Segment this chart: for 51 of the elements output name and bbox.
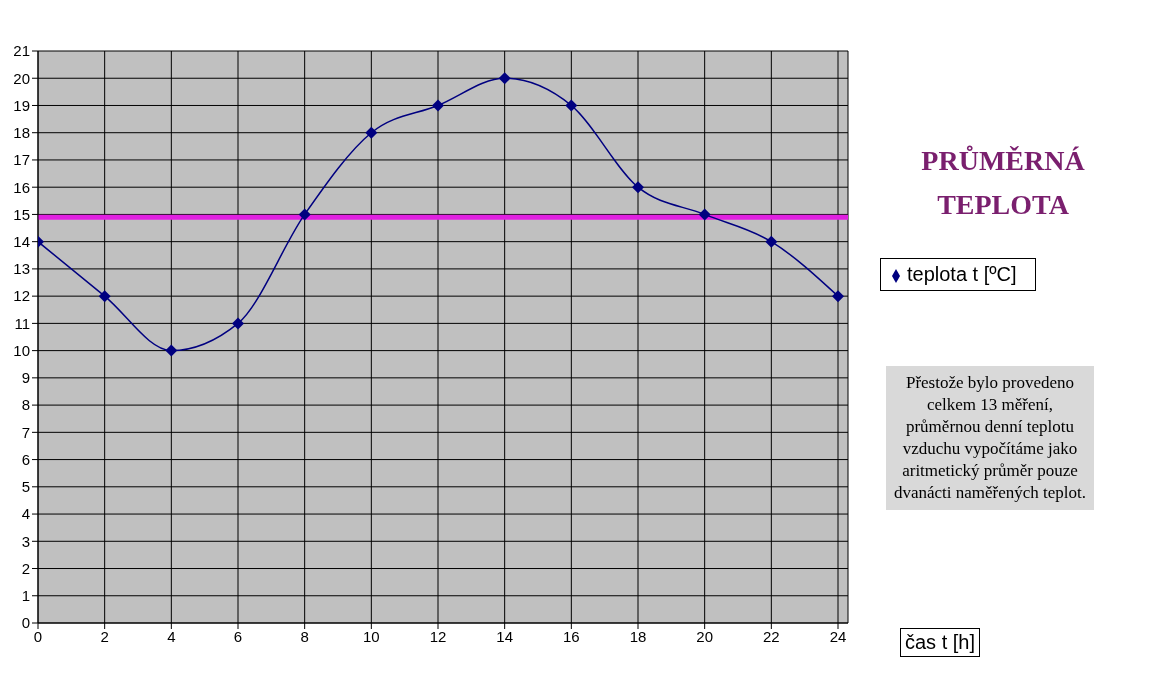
y-tick-label: 11 — [14, 314, 30, 332]
y-tick-label: 2 — [21, 559, 30, 577]
y-tick-label: 19 — [13, 96, 30, 114]
y-tick-label: 15 — [13, 205, 30, 223]
y-tick-label: 13 — [13, 260, 30, 278]
y-tick-label: 17 — [13, 151, 30, 169]
y-tick-label: 14 — [13, 232, 30, 250]
point — [298, 208, 311, 221]
point — [632, 181, 644, 194]
x-tick-label: 14 — [496, 627, 514, 645]
y-tick-label: 3 — [21, 532, 30, 550]
point — [498, 72, 511, 85]
point — [698, 208, 711, 221]
x-tick-label: 2 — [100, 627, 109, 645]
x-axis-title: čas t [h] — [900, 628, 981, 657]
x-tick-label: 16 — [562, 627, 580, 645]
y-tick-label: 5 — [21, 478, 30, 496]
point — [832, 290, 844, 303]
x-tick-label: 20 — [696, 627, 714, 645]
y-tick-label: 18 — [13, 124, 30, 142]
y-tick-label: 9 — [21, 369, 30, 387]
y-tick-label: 4 — [21, 505, 30, 523]
point — [98, 290, 111, 303]
legend-label: teplota t [ºC] — [907, 263, 1017, 285]
x-tick-label: 8 — [300, 627, 309, 645]
y-tick-label: 7 — [21, 423, 30, 441]
y-tick-label: 6 — [21, 450, 30, 468]
x-tick-label: 18 — [629, 627, 647, 645]
x-tick-label: 0 — [33, 627, 43, 645]
y-tick-label: 1 — [21, 587, 30, 605]
point — [565, 99, 578, 112]
text: Přestože bylo provedeno celkem 13 měření, průměrnou denní teplotu vzduchu vypočítáme jako aritmetický průměr pouze dvanácti naměřených teplot. — [886, 366, 1094, 510]
y-tick-label: 12 — [13, 287, 30, 305]
x-tick-label: 6 — [233, 627, 243, 645]
point — [765, 235, 778, 248]
point — [232, 317, 244, 330]
x-tick-label: 4 — [167, 627, 176, 645]
y-tick-label: 16 — [13, 178, 30, 196]
y-tick-label: 0 — [21, 614, 30, 632]
x-tick-label: 10 — [362, 627, 380, 645]
x-tick-label: 24 — [829, 627, 847, 645]
point — [165, 344, 178, 357]
point — [432, 99, 444, 112]
x-tick-label: 12 — [429, 627, 447, 645]
y-tick-label: 20 — [13, 69, 30, 87]
y-tick-label: 8 — [21, 396, 30, 414]
y-tick-label: 21 — [13, 42, 30, 60]
x-tick-label: 22 — [762, 627, 780, 645]
ref-line-label: PRŮMĚRNÁ TEPLOTA — [920, 143, 1086, 222]
point — [365, 126, 378, 139]
y-tick-label: 10 — [13, 341, 30, 359]
